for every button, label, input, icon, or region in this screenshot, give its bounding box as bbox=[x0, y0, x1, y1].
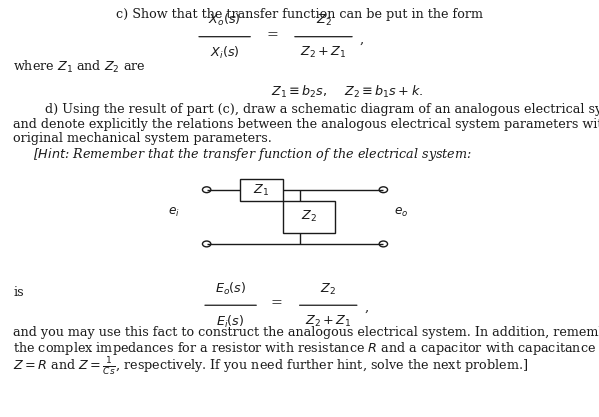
Text: $Z_2+Z_1$: $Z_2+Z_1$ bbox=[305, 314, 352, 329]
Text: c) Show that the transfer function can be put in the form: c) Show that the transfer function can b… bbox=[116, 8, 483, 21]
Text: $e_o$: $e_o$ bbox=[394, 206, 409, 219]
Text: ,: , bbox=[364, 301, 368, 314]
Text: =: = bbox=[267, 28, 279, 42]
Text: $Z_1$: $Z_1$ bbox=[253, 183, 269, 198]
Text: where $Z_1$ and $Z_2$ are: where $Z_1$ and $Z_2$ are bbox=[13, 59, 146, 75]
Bar bbox=[240, 179, 283, 201]
Text: $E_o(s)$: $E_o(s)$ bbox=[215, 281, 246, 297]
Text: [$\mathit{Hint}$: Remember that the transfer function of the electrical system:: [$\mathit{Hint}$: Remember that the tran… bbox=[33, 146, 472, 163]
Text: original mechanical system parameters.: original mechanical system parameters. bbox=[13, 132, 272, 145]
Text: is: is bbox=[13, 286, 24, 299]
Text: the complex impedances for a resistor with resistance $R$ and a capacitor with c: the complex impedances for a resistor wi… bbox=[13, 340, 599, 357]
Text: $Z = R$ and $Z = \frac{1}{Cs}$, respectively. If you need further hint, solve th: $Z = R$ and $Z = \frac{1}{Cs}$, respecti… bbox=[13, 355, 528, 377]
Bar bbox=[283, 201, 335, 233]
Text: $Z_1 \equiv b_2s,$: $Z_1 \equiv b_2s,$ bbox=[271, 84, 328, 100]
Text: $Z_2 \equiv b_1s + k.$: $Z_2 \equiv b_1s + k.$ bbox=[344, 84, 423, 100]
Text: $X_o(s)$: $X_o(s)$ bbox=[208, 12, 241, 28]
Text: $E_i(s)$: $E_i(s)$ bbox=[216, 314, 245, 330]
Text: $Z_2$: $Z_2$ bbox=[320, 282, 336, 297]
Text: $e_i$: $e_i$ bbox=[168, 206, 180, 219]
Text: =: = bbox=[271, 296, 283, 311]
Text: ,: , bbox=[359, 33, 364, 46]
Text: and you may use this fact to construct the analogous electrical system. In addit: and you may use this fact to construct t… bbox=[13, 326, 599, 339]
Text: $X_i(s)$: $X_i(s)$ bbox=[210, 45, 240, 61]
Text: and denote explicitly the relations between the analogous electrical system para: and denote explicitly the relations betw… bbox=[13, 118, 599, 131]
Text: $Z_2$: $Z_2$ bbox=[301, 209, 317, 224]
Text: $Z_2$: $Z_2$ bbox=[316, 13, 331, 28]
Text: d) Using the result of part (c), draw a schematic diagram of an analogous electr: d) Using the result of part (c), draw a … bbox=[45, 103, 599, 116]
Text: $Z_2+Z_1$: $Z_2+Z_1$ bbox=[300, 45, 347, 60]
